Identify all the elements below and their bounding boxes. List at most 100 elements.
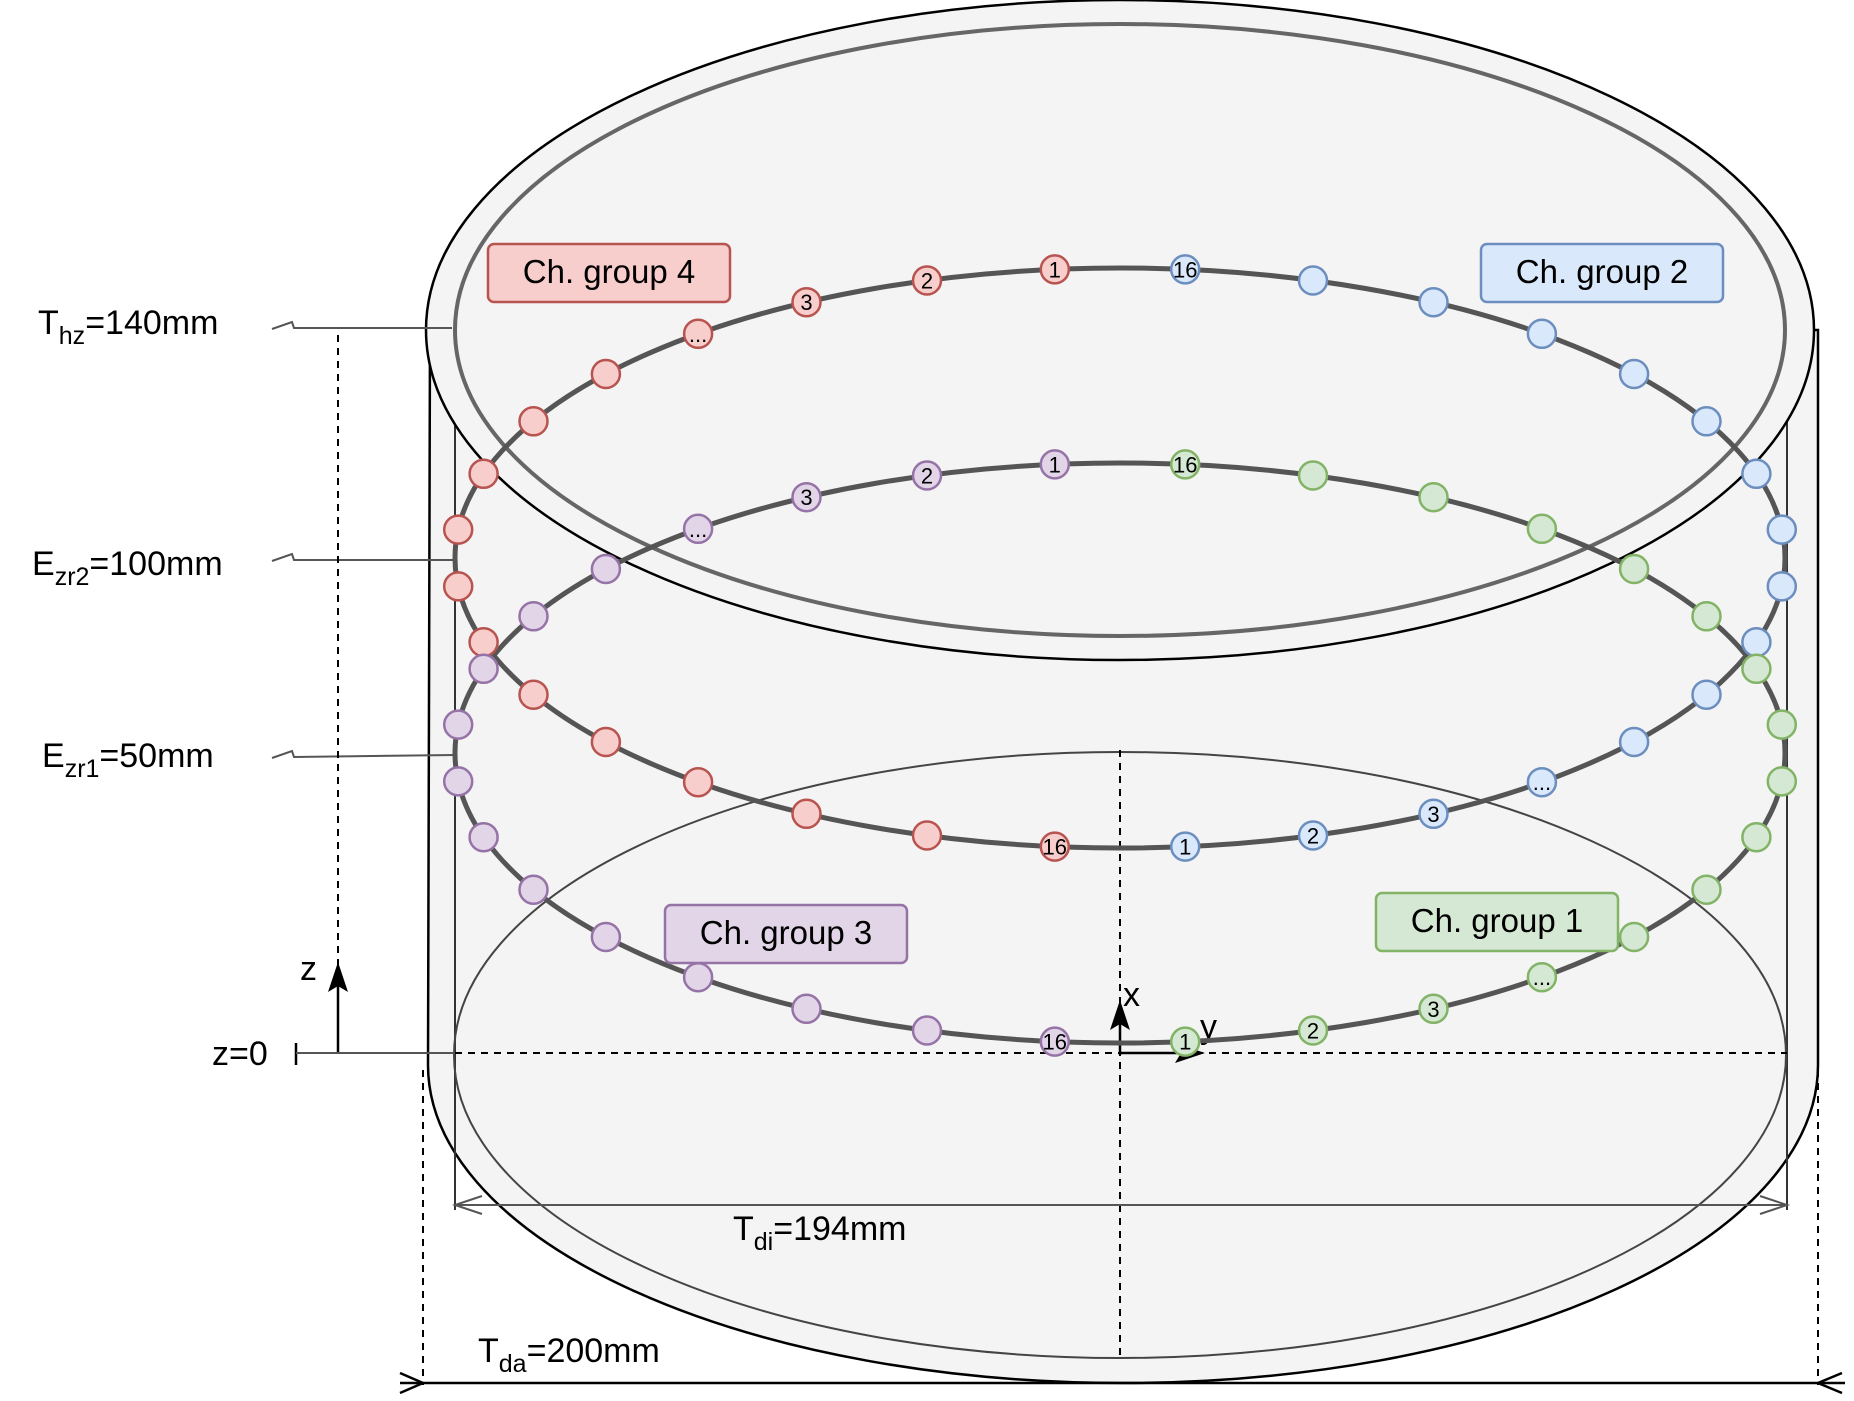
- electrode-upper-g4-26: [468, 626, 499, 658]
- electrode-lower-g1-16: 16: [1169, 449, 1201, 480]
- y-axis-label: y: [1200, 1008, 1217, 1046]
- electrode-upper-g2-7: [1741, 626, 1772, 658]
- electrode-lower-g3-29: [682, 961, 714, 993]
- electrode-lower-g3-31: [911, 1015, 943, 1046]
- electrode-marker: [682, 961, 714, 993]
- electrode-upper-g2-4: ...: [1526, 766, 1558, 798]
- electrode-number: 1: [1179, 835, 1191, 860]
- electrode-number: 3: [1427, 997, 1439, 1022]
- electrode-number: ...: [1533, 770, 1551, 795]
- electrode-lower-g3-17: 1: [1039, 449, 1071, 480]
- electrode-number: 3: [800, 290, 812, 315]
- electrode-marker: [518, 874, 549, 905]
- group-3-box-frame: [663, 903, 909, 965]
- tdi-arrow-left: [451, 1195, 483, 1215]
- electrode-marker: [1297, 1015, 1329, 1046]
- electrode-lower-g3-23: [468, 653, 499, 685]
- electrode-lower-g1-15: [1297, 460, 1329, 491]
- electrode-number: ...: [689, 322, 707, 347]
- electrode-marker: [1039, 831, 1071, 862]
- electrode-marker: [1418, 798, 1449, 830]
- electrode-number: 2: [921, 464, 933, 489]
- electrode-upper-g4-30: [791, 798, 822, 830]
- electrode-number: ...: [1533, 965, 1551, 990]
- tda-arrow-left: [399, 1371, 427, 1395]
- electrode-marker: [1741, 458, 1772, 490]
- group-3-box: Ch. group 3: [663, 903, 909, 965]
- electrode-marker: [911, 265, 943, 296]
- electrode-marker: [518, 679, 549, 710]
- electrode-upper-g4-24: [442, 514, 474, 545]
- electrode-marker: [1169, 1026, 1201, 1057]
- electrode-marker: [1526, 513, 1558, 545]
- electrode-marker: [442, 571, 474, 602]
- electrode-upper-g2-3: 3: [1418, 798, 1449, 830]
- electrode-lower-g1-6: [1691, 874, 1722, 905]
- electrode-upper-g4-25: [442, 571, 474, 602]
- electrode-number: 1: [1049, 452, 1061, 477]
- electrode-lower-g1-2: 2: [1297, 1015, 1329, 1046]
- group-1-box-frame: [1374, 891, 1620, 953]
- electrode-number: 16: [1173, 452, 1197, 477]
- tank-top-rim-inner: [453, 22, 1787, 638]
- ezr1-leader: [271, 749, 456, 759]
- electrode-lower-g1-9: [1766, 709, 1798, 740]
- electrode-marker: [1297, 460, 1329, 491]
- electrode-lower-g3-26: [468, 821, 499, 853]
- electrode-lower-g1-11: [1691, 601, 1722, 632]
- electrode-upper-g4-28: [590, 726, 622, 758]
- electrode-upper-g4-19: 3: [791, 286, 822, 318]
- electrode-marker: [682, 318, 714, 350]
- tda-arrow-right: [1814, 1371, 1843, 1395]
- group-4-label: Ch. group 4: [523, 253, 695, 290]
- electrode-marker: [590, 358, 622, 390]
- group-4-box-frame: [486, 242, 732, 304]
- electrode-marker: [1741, 821, 1772, 853]
- electrode-marker: [590, 553, 622, 585]
- electrode-upper-g2-12: [1618, 358, 1650, 390]
- electrode-upper-g2-9: [1766, 514, 1798, 545]
- electrode-upper-g2-15: [1297, 265, 1329, 296]
- electrode-marker: [590, 726, 622, 758]
- electrode-marker: [1526, 318, 1558, 350]
- thz-label: Thz=140mm: [38, 304, 218, 350]
- electrode-number: 2: [921, 269, 933, 294]
- electrode-lower-g3-19: 3: [791, 481, 822, 513]
- electrode-marker: [1169, 254, 1201, 285]
- electrode-marker: [1418, 286, 1449, 318]
- electrode-marker: [468, 458, 499, 490]
- electrode-marker: [1169, 831, 1201, 862]
- electrode-marker: [791, 286, 822, 318]
- electrode-marker: [1766, 571, 1798, 602]
- electrode-upper-g4-17: 1: [1039, 254, 1071, 285]
- electrode-marker: [791, 993, 822, 1025]
- electrode-marker: [1039, 1026, 1071, 1057]
- electrode-marker: [911, 820, 943, 851]
- electrode-upper-g4-20: ...: [682, 318, 714, 350]
- electrode-lower-g1-12: [1618, 553, 1650, 585]
- electrode-upper-g4-21: [590, 358, 622, 390]
- electrode-marker: [1618, 358, 1650, 390]
- electrode-number: 16: [1043, 1030, 1067, 1055]
- electrode-lower-g1-1: 1: [1169, 1026, 1201, 1057]
- electrode-marker: [1741, 626, 1772, 658]
- x-axis-label: x: [1123, 976, 1140, 1014]
- electrode-marker: [518, 601, 549, 632]
- electrode-number: 2: [1307, 1019, 1319, 1044]
- tank-cylinder: [424, 0, 1820, 1385]
- tdi-label: Tdi=194mm: [733, 1210, 906, 1256]
- electrode-marker: [911, 1015, 943, 1046]
- electrode-number: 16: [1173, 257, 1197, 282]
- electrode-lower-g1-8: [1766, 766, 1798, 797]
- electrode-lower-g3-25: [442, 766, 474, 797]
- electrode-upper-g2-14: [1418, 286, 1449, 318]
- electrode-number: 1: [1179, 1030, 1191, 1055]
- electrode-marker: [1418, 481, 1449, 513]
- electrode-upper-g2-1: 1: [1169, 831, 1201, 862]
- electrode-marker: [1526, 961, 1558, 993]
- electrode-marker: [442, 514, 474, 545]
- group-2-box: Ch. group 2: [1479, 242, 1725, 304]
- electrode-upper-g4-22: [518, 406, 549, 437]
- z0-label: z=0: [212, 1035, 268, 1073]
- electrode-marker: [468, 821, 499, 853]
